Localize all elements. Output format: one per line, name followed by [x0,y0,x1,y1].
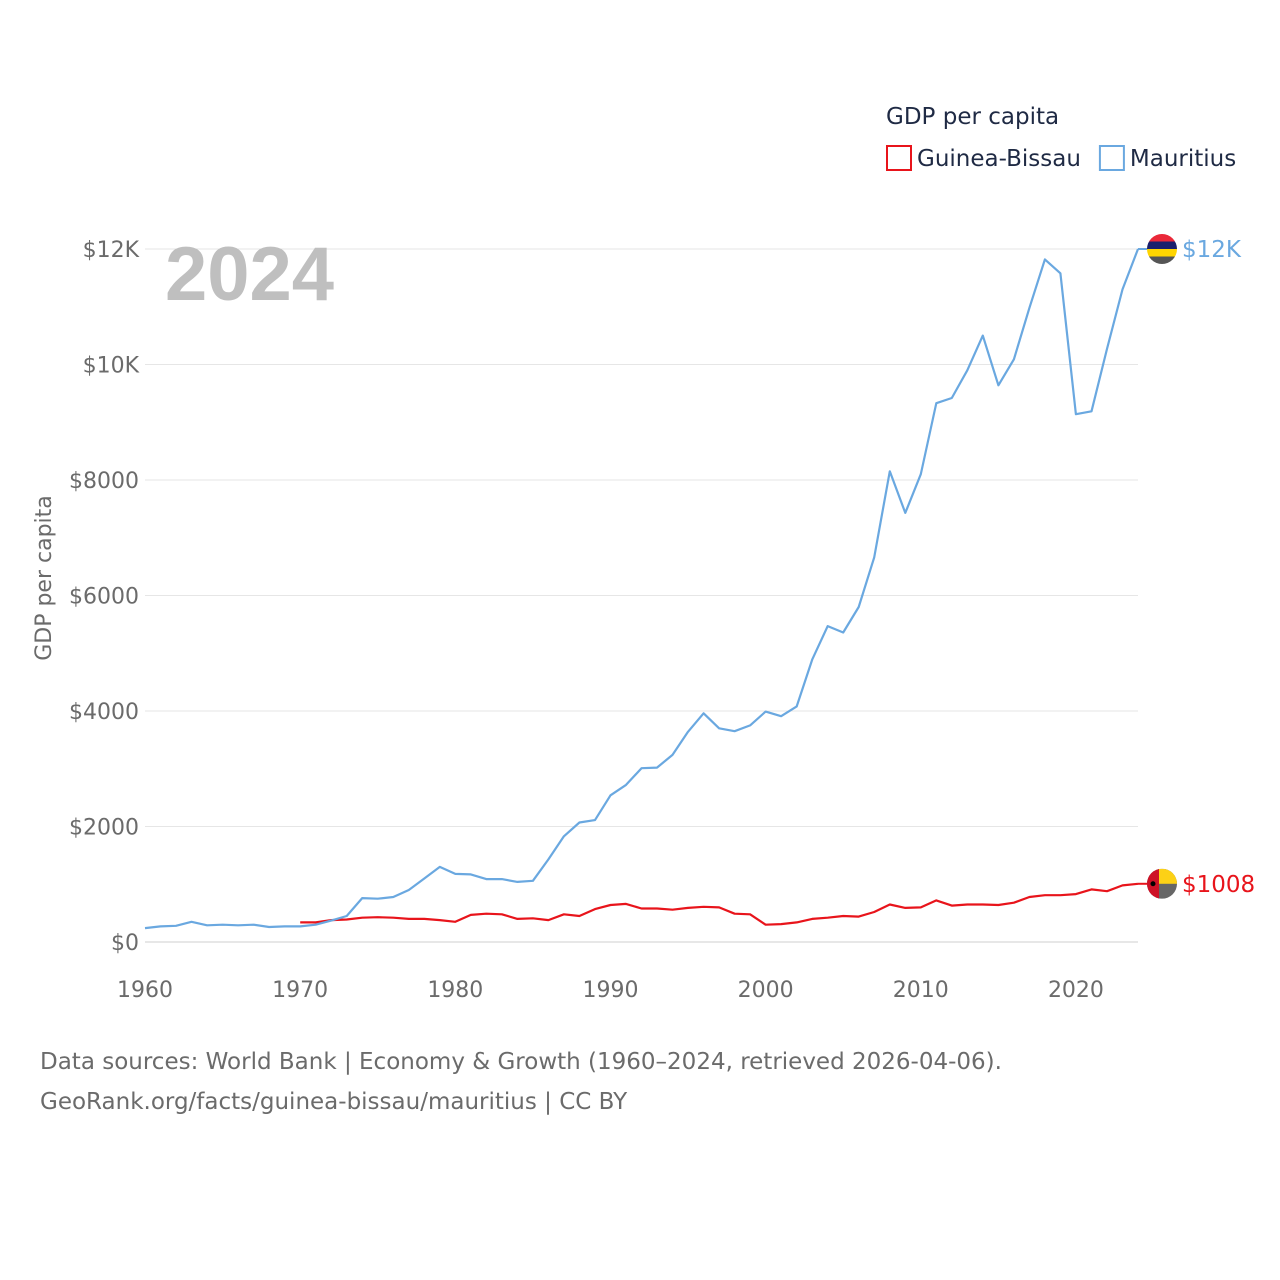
legend-entry: Mauritius [1130,146,1236,172]
guinea-bissau-line [300,882,1139,926]
x-tick-label: 2000 [738,978,794,1003]
guinea-bissau-flag [1147,868,1177,899]
x-tick-label: 1970 [272,978,328,1003]
x-tick-label: 2020 [1048,978,1104,1003]
source-link[interactable]: GeoRank.org/facts/guinea-bissau/mauritiu… [40,1089,628,1115]
y-tick-label: $8000 [69,469,139,494]
mauritius-line [144,248,1140,930]
legend-title: GDP per capita [886,104,1059,130]
x-tick-label: 1980 [427,978,483,1003]
x-tick-label: 1960 [117,978,173,1003]
flag-fill [1147,234,1177,264]
flag-fill [1147,868,1177,899]
y-axis-label: GDP per capita [32,495,57,661]
y-tick-label: $0 [111,931,139,956]
source-footer: Data sources: World Bank | Economy & Gro… [40,1042,1002,1122]
axes: $0 $2000 $4000 $6000 $8000 $10K $12K 1960 1970 19… [69,238,1104,1003]
source-line: Data sources: World Bank | Economy & Gro… [40,1049,1002,1075]
legend-entry: Guinea-Bissau [917,146,1081,172]
x-tick-label: 2010 [893,978,949,1003]
legend: GDP per capita Guinea-Bissau Mauritius [886,104,1236,172]
series-lines [144,248,1140,930]
mauritius-flag [1147,234,1177,264]
flag-stripe [1147,241,1177,250]
flag-stripe [1159,868,1177,884]
flag-stripe [1147,256,1177,264]
year-watermark: 2024 [165,232,334,317]
y-tick-label: $10K [83,354,140,379]
y-tick-label: $4000 [69,700,139,725]
x-tick-label: 1990 [582,978,638,1003]
legend-swatch [886,145,912,171]
y-tick-label: $12K [83,238,140,263]
legend-swatch [1098,145,1125,171]
end-value-label: $1008 [1182,872,1255,898]
flag-stripe [1147,234,1177,242]
flag-star [1150,881,1156,887]
flag-stripe [1147,249,1177,257]
y-tick-label: $2000 [69,816,139,841]
end-markers: $1008 $12K [1138,234,1255,899]
y-tick-label: $6000 [69,585,139,610]
gridlines [145,248,1138,943]
end-value-label: $12K [1182,237,1242,263]
